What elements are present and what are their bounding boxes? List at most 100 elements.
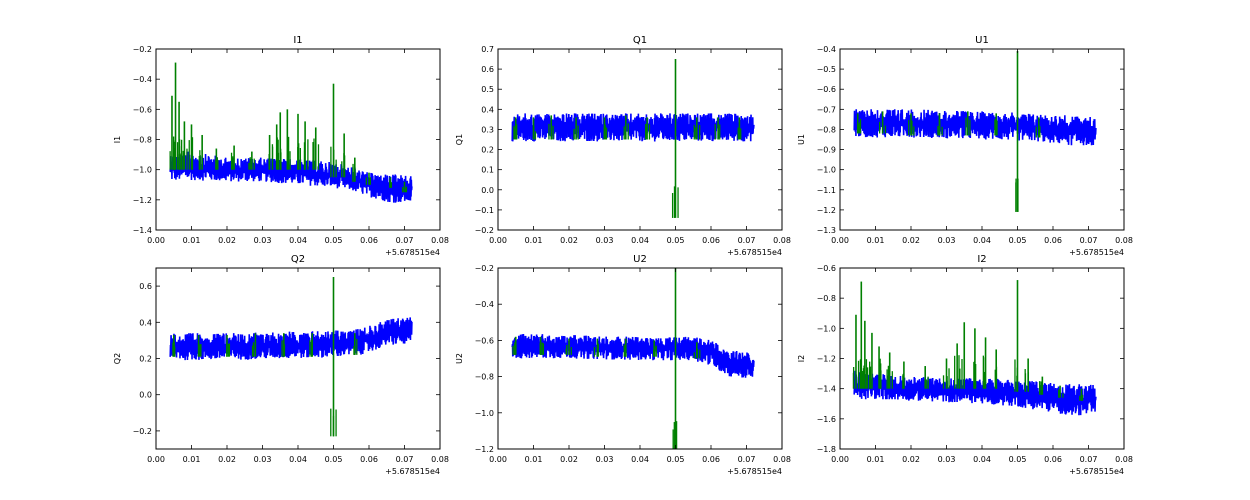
x-tick-label: 0.05 (1009, 455, 1027, 464)
plot-area (852, 280, 1097, 416)
x-tick-label: 0.05 (325, 455, 343, 464)
x-tick-label: 0.02 (902, 455, 920, 464)
x-tick-label: 0.02 (560, 236, 578, 245)
x-tick-label: 0.08 (773, 455, 791, 464)
subplot-q2: 0.00 0.01 0.02 0.03 0.04 0.05 0.06 0.07 0.08 −0.2… (113, 254, 449, 476)
x-offset-label: +5.678515e4 (727, 248, 782, 257)
x-tick-label: 0.06 (360, 236, 378, 245)
x-tick-label: 0.03 (596, 236, 614, 245)
series-band (511, 333, 755, 378)
series-band (169, 317, 413, 361)
y-tick-label: 0.2 (139, 355, 152, 364)
y-tick-label: 0.0 (481, 186, 494, 195)
y-tick-label: −1.1 (817, 186, 836, 195)
x-tick-label: 0.03 (254, 236, 272, 245)
x-tick-label: 0.08 (1115, 455, 1133, 464)
subplot-i2: 0.00 0.01 0.02 0.03 0.04 0.05 0.06 0.07 0.08 −1.8… (797, 254, 1133, 476)
x-tick-label: 0.04 (289, 236, 307, 245)
x-offset-label: +5.678515e4 (385, 467, 440, 476)
x-tick-label: 0.02 (218, 236, 236, 245)
y-axis-label: U2 (455, 353, 464, 364)
x-tick-label: 0.05 (667, 455, 685, 464)
y-tick-label: −0.4 (817, 45, 836, 54)
x-tick-label: 0.06 (702, 236, 720, 245)
x-tick-label: 0.07 (738, 236, 756, 245)
subplot-title: U2 (633, 254, 647, 265)
plot-area (853, 51, 1097, 212)
y-tick-label: −0.6 (817, 85, 836, 94)
y-tick-label: −0.4 (475, 300, 494, 309)
x-tick-label: 0.01 (183, 455, 201, 464)
x-tick-label: 0.07 (396, 455, 414, 464)
x-offset-label: +5.678515e4 (385, 248, 440, 257)
x-tick-label: 0.00 (489, 236, 507, 245)
x-tick-label: 0.08 (431, 236, 449, 245)
y-tick-label: 0.3 (481, 125, 494, 134)
y-axis-label: Q1 (455, 134, 464, 145)
y-tick-label: −1.2 (475, 445, 494, 454)
x-tick-label: 0.02 (902, 236, 920, 245)
y-tick-label: −0.2 (133, 427, 152, 436)
x-tick-label: 0.01 (867, 455, 885, 464)
y-tick-label: −0.1 (475, 206, 494, 215)
x-tick-label: 0.00 (147, 455, 165, 464)
subplot-title: Q1 (633, 35, 647, 46)
x-tick-label: 0.01 (525, 236, 543, 245)
y-axis-label: I2 (797, 355, 806, 362)
x-tick-label: 0.04 (631, 455, 649, 464)
y-tick-label: −1.2 (133, 196, 152, 205)
x-offset-label: +5.678515e4 (727, 467, 782, 476)
y-tick-label: −0.2 (133, 45, 152, 54)
subplot-u2: 0.00 0.01 0.02 0.03 0.04 0.05 0.06 0.07 0.08 −1.2… (455, 254, 791, 476)
y-tick-label: −0.2 (475, 264, 494, 273)
y-axis-label: Q2 (113, 353, 122, 364)
x-tick-label: 0.00 (489, 455, 507, 464)
y-tick-label: 0.7 (481, 45, 494, 54)
x-offset-label: +5.678515e4 (1069, 467, 1124, 476)
y-tick-label: 0.6 (139, 282, 152, 291)
y-tick-label: 0.4 (481, 105, 494, 114)
x-tick-label: 0.03 (596, 455, 614, 464)
y-tick-label: −0.8 (133, 136, 152, 145)
plot-area (169, 62, 413, 203)
series-band (853, 370, 1097, 416)
y-tick-label: −1.0 (817, 324, 836, 333)
x-tick-label: 0.02 (560, 455, 578, 464)
x-tick-label: 0.02 (218, 455, 236, 464)
subplot-title: I2 (977, 254, 986, 265)
y-tick-label: −0.4 (133, 75, 152, 84)
x-tick-label: 0.05 (1009, 236, 1027, 245)
x-tick-label: 0.03 (938, 455, 956, 464)
plot-area (511, 268, 755, 449)
y-tick-label: −0.6 (133, 105, 152, 114)
x-tick-label: 0.05 (325, 236, 343, 245)
y-tick-label: −1.4 (817, 385, 836, 394)
y-tick-label: −1.2 (817, 355, 836, 364)
y-tick-label: −0.5 (817, 65, 836, 74)
subplot-title: U1 (975, 35, 989, 46)
y-tick-label: 0.5 (481, 85, 494, 94)
x-tick-label: 0.04 (973, 236, 991, 245)
x-tick-label: 0.05 (667, 236, 685, 245)
y-tick-label: −0.6 (817, 264, 836, 273)
x-tick-label: 0.06 (1044, 236, 1062, 245)
y-tick-label: 0.2 (481, 146, 494, 155)
y-tick-label: −1.0 (817, 166, 836, 175)
x-tick-label: 0.08 (1115, 236, 1133, 245)
y-tick-label: −1.0 (475, 409, 494, 418)
x-tick-label: 0.04 (289, 455, 307, 464)
x-tick-label: 0.06 (360, 455, 378, 464)
x-tick-label: 0.00 (147, 236, 165, 245)
y-axis-label: U1 (797, 134, 806, 145)
x-tick-label: 0.01 (867, 236, 885, 245)
y-tick-label: −0.8 (817, 125, 836, 134)
x-tick-label: 0.04 (631, 236, 649, 245)
x-tick-label: 0.06 (702, 455, 720, 464)
y-tick-label: 0.6 (481, 65, 494, 74)
x-tick-label: 0.03 (254, 455, 272, 464)
x-tick-label: 0.08 (773, 236, 791, 245)
plot-area (169, 277, 413, 437)
x-tick-label: 0.00 (831, 236, 849, 245)
